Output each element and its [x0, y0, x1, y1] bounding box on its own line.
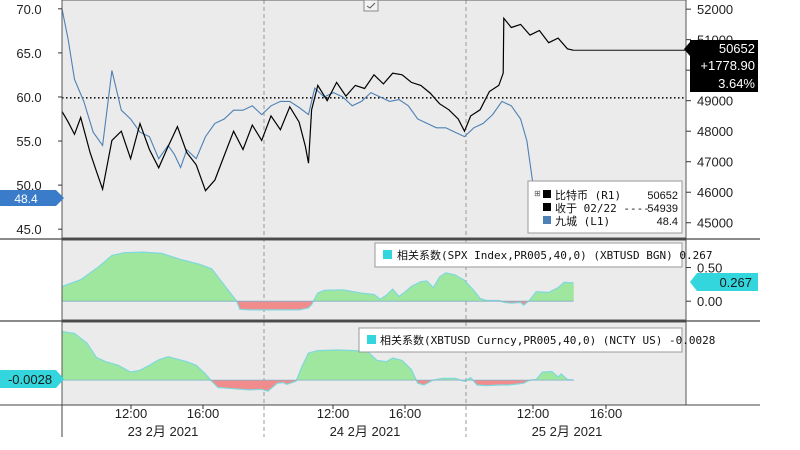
right-tick-label-6: 46000	[697, 185, 733, 200]
x-tick-label-4: 12:00	[517, 406, 550, 421]
left-tick-label-3: 55.0	[16, 134, 41, 149]
date-label-0: 23 2月 2021	[128, 424, 199, 439]
legend-label-0: 比特币 (R1)	[555, 188, 621, 202]
chart-options-icon[interactable]	[363, 0, 379, 12]
correlation-2-badge-label: -0.0028	[8, 372, 52, 387]
left-tick-label-5: 45.0	[16, 222, 41, 237]
panel-border-1	[61, 239, 687, 321]
legend-swatch-2	[543, 216, 551, 224]
series-line-bitcoin	[61, 16, 574, 192]
legend-toggle-icon[interactable]: ⊞	[534, 189, 541, 198]
x-axis-ticks: 12:00 16:00 12:00 16:00 12:00 16:00	[115, 405, 623, 421]
correlation-2-legend-label: 相关系数(XBTUSD Curncy,PR005,40,0) (NCTY US)…	[380, 333, 715, 347]
left-axis-value-badge: 48.4	[0, 190, 64, 206]
right-tick-label-0: 52000	[697, 2, 733, 17]
series-line-jiucheng	[61, 8, 574, 212]
left-tick-label-4: 50.0	[16, 178, 41, 193]
left-axis-ticks: 70.0 65.0 60.0 55.0 50.0 45.0	[16, 2, 62, 237]
correlation-1-area-segment-0	[62, 252, 237, 302]
right-axis-ticks: 5200051000500004900048000470004600045000	[686, 2, 733, 231]
price-box-percent: 3.64%	[718, 76, 755, 91]
correlation-1-tick-label-1: 0.00	[697, 294, 722, 309]
correlation-1-badge: 0.267	[690, 273, 758, 291]
date-label-1: 24 2月 2021	[330, 424, 401, 439]
legend-value-1: 54939	[647, 203, 678, 215]
right-tick-label-3: 49000	[697, 94, 733, 109]
legend-label-2: 九城 (L1)	[555, 215, 610, 228]
legend-value-0: 50652	[647, 190, 678, 202]
date-label-2: 25 2月 2021	[532, 424, 603, 439]
correlation-1-outline	[61, 251, 574, 311]
x-tick-label-2: 12:00	[317, 406, 350, 421]
panel-border-0	[61, 0, 687, 239]
left-tick-label-1: 65.0	[16, 46, 41, 61]
left-axis-badge-label: 48.4	[14, 192, 38, 206]
day-separators	[263, 0, 467, 437]
correlation-2-legend-swatch	[367, 335, 376, 344]
correlation-1-area-segment-3	[500, 301, 529, 306]
correlation-2-outline	[61, 330, 574, 392]
correlation-1-area-segment-1	[236, 301, 314, 310]
right-tick-label-5: 47000	[697, 155, 733, 170]
x-axis-date-labels: 23 2月 2021 24 2月 2021 25 2月 2021	[128, 424, 603, 439]
correlation-1-axis-ticks: 0.50 0.00	[686, 261, 722, 309]
x-tick-label-5: 16:00	[590, 406, 623, 421]
legend-swatch-0	[543, 190, 551, 198]
correlation-area-ncty	[61, 330, 574, 392]
correlation-2-area-segment-8	[530, 371, 574, 381]
correlation-1-badge-label: 0.267	[719, 275, 752, 290]
legend-label-1: 收于 02/22 ----	[555, 201, 650, 215]
price-box-change: +1778.90	[700, 58, 755, 73]
correlation-area-spx	[61, 251, 574, 311]
right-tick-label-7: 45000	[697, 216, 733, 231]
correlation-1-legend-swatch	[383, 250, 392, 259]
right-tick-label-4: 48000	[697, 124, 733, 139]
legend-swatch-1	[543, 203, 551, 211]
correlation-1-area-segment-2	[313, 272, 501, 302]
correlation-2-area-segment-0	[62, 331, 211, 381]
correlation-2-area-segment-2	[296, 350, 417, 381]
left-tick-label-2: 60.0	[16, 90, 41, 105]
correlation-1-legend-label: 相关系数(SPX Index,PR005,40,0) (XBTUSD BGN) …	[397, 248, 713, 262]
correlation-1-legend: 相关系数(SPX Index,PR005,40,0) (XBTUSD BGN) …	[374, 242, 713, 268]
correlation-2-badge: -0.0028	[0, 370, 64, 388]
panel-borders	[0, 0, 760, 437]
left-tick-label-0: 70.0	[16, 2, 41, 17]
x-tick-label-1: 16:00	[187, 406, 220, 421]
legend-value-2: 48.4	[657, 216, 678, 228]
correlation-2-legend: 相关系数(XBTUSD Curncy,PR005,40,0) (NCTY US)…	[358, 327, 715, 353]
price-box: 50652 +1778.90 3.64%	[684, 40, 758, 92]
price-box-last: 50652	[719, 41, 755, 56]
x-tick-label-0: 12:00	[115, 406, 148, 421]
correlation-1-tick-label-0: 0.50	[697, 261, 722, 276]
x-tick-label-3: 16:00	[389, 406, 422, 421]
